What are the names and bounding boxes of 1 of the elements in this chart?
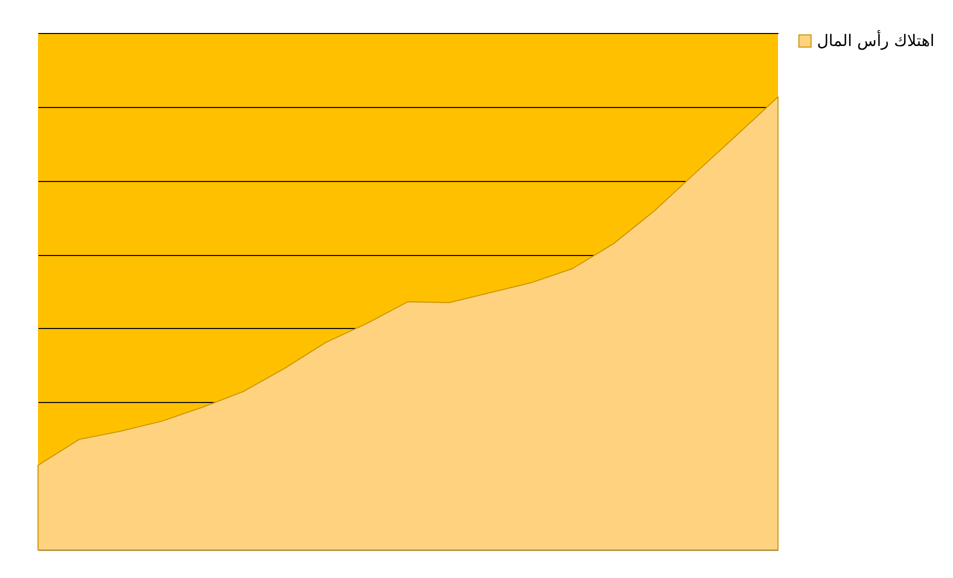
legend-label: اهتلاك رأس المال [817,30,934,50]
